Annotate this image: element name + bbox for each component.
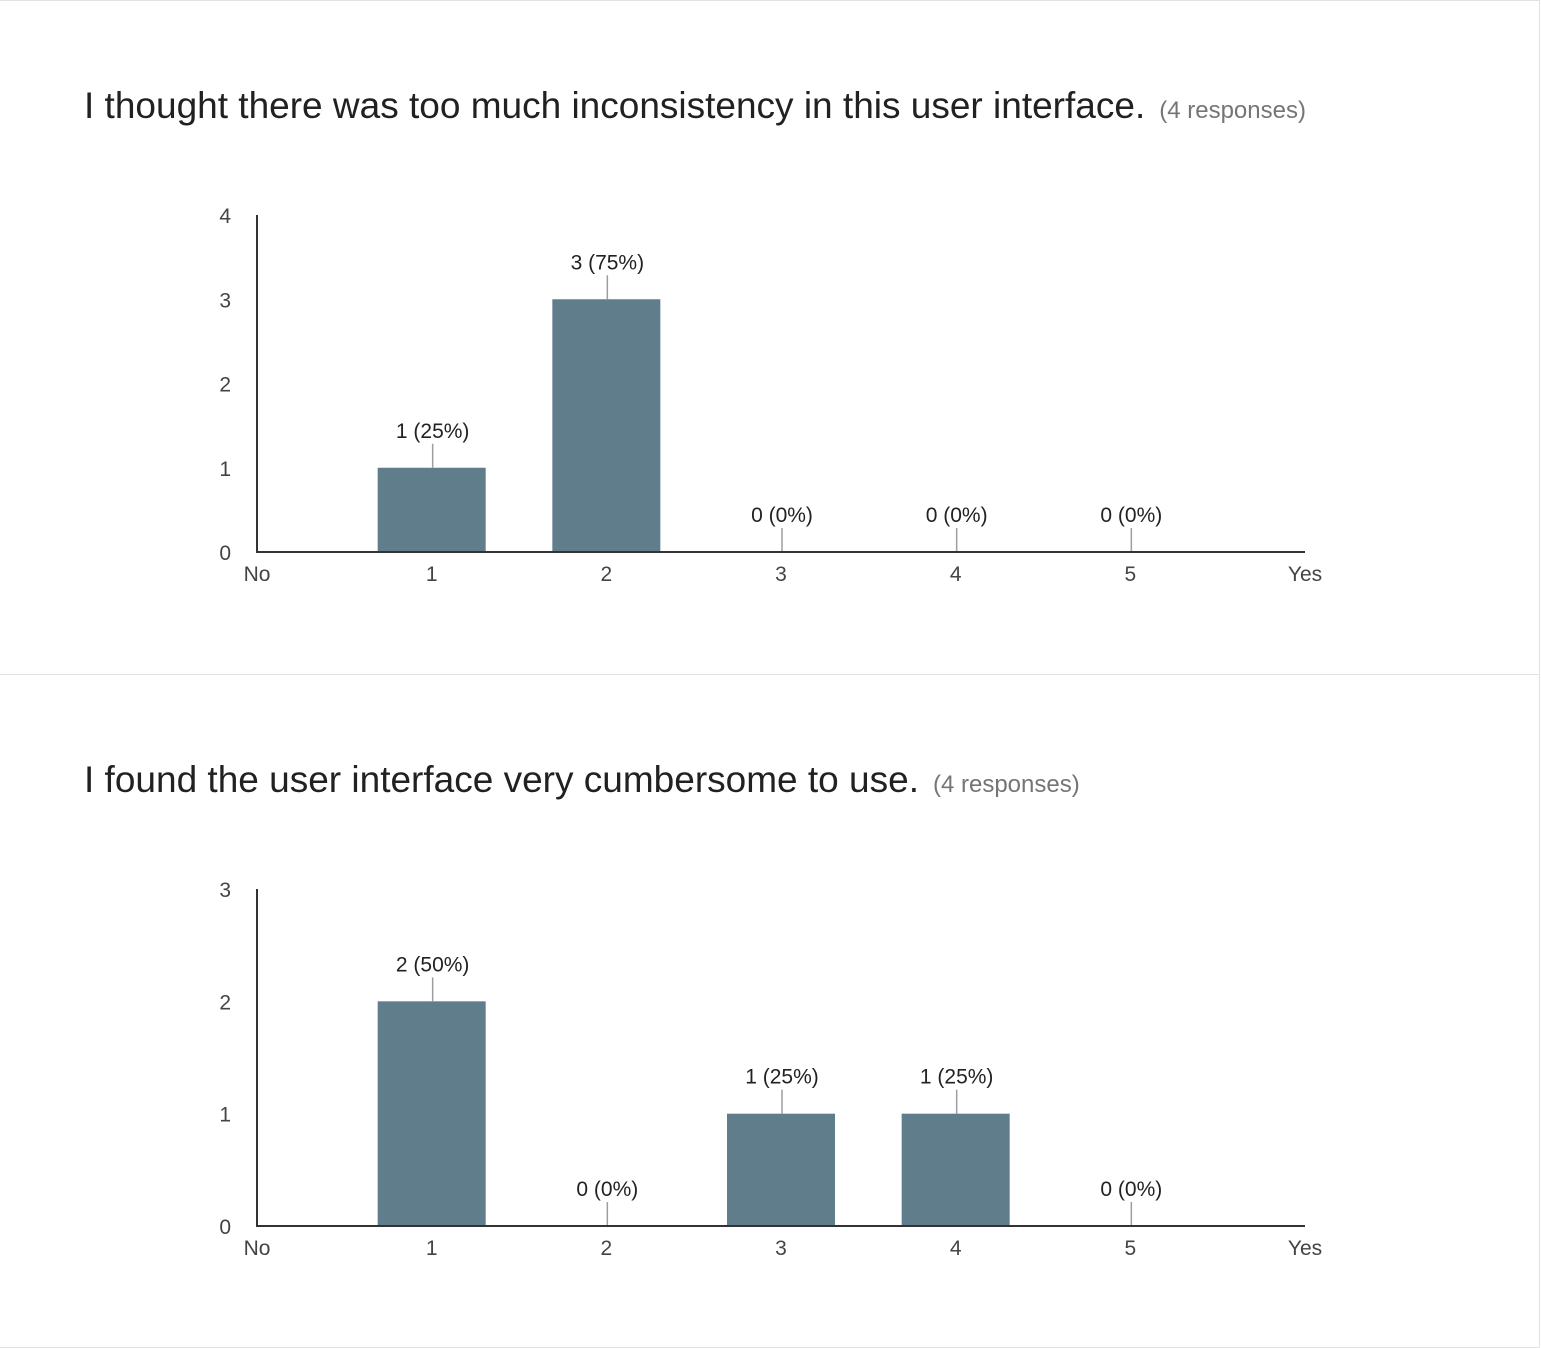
bar-chart-1: 0 1 2 3 4 No 1 2 3 4 5 Yes 1 (25%) 3 (75%) 0 (0%) 0 (0%… (219, 205, 1322, 586)
y-tick-label: 0 (219, 1216, 231, 1239)
bar (377, 467, 486, 552)
x-tick-label: 2 (600, 1237, 612, 1260)
y-tick-label: 2 (219, 991, 231, 1014)
bar-chart-2: 0 1 2 3 No 1 2 3 4 5 Yes 2 (50%) 0 (0%) 1 (25%) 1 (25%… (219, 879, 1322, 1260)
data-label: 0 (0%) (1100, 504, 1162, 527)
y-tick-label: 1 (219, 1104, 231, 1127)
x-tick-label: 3 (775, 1237, 787, 1260)
x-tick-label: 4 (950, 563, 962, 586)
response-count: (4 responses) (932, 771, 1080, 798)
data-label: 2 (50%) (396, 953, 470, 976)
x-tick-label: Yes (1288, 1237, 1322, 1260)
y-tick-label: 1 (219, 458, 231, 481)
x-tick-label: 2 (600, 563, 612, 586)
data-label: 0 (0%) (751, 504, 813, 527)
question-header-1: I thought there was too much inconsisten… (84, 85, 1306, 127)
x-tick-label: No (244, 1237, 271, 1260)
y-tick-label: 0 (219, 542, 231, 565)
data-label: 3 (75%) (571, 251, 645, 274)
data-label: 1 (25%) (745, 1066, 819, 1089)
x-tick-label: No (244, 563, 271, 586)
bar (552, 299, 661, 552)
question-card-2: I found the user interface very cumberso… (0, 675, 1539, 1347)
x-tick-label: 5 (1124, 1237, 1136, 1260)
data-label: 0 (0%) (926, 504, 988, 527)
y-tick-label: 4 (219, 205, 231, 228)
question-title: I found the user interface very cumberso… (84, 759, 919, 800)
question-title: I thought there was too much inconsisten… (84, 85, 1146, 126)
bar (901, 1113, 1010, 1226)
data-label: 0 (0%) (576, 1178, 638, 1201)
x-tick-label: 1 (426, 1237, 438, 1260)
y-tick-label: 3 (219, 879, 231, 902)
x-tick-label: 4 (950, 1237, 962, 1260)
bar (727, 1113, 835, 1226)
y-tick-label: 2 (219, 374, 231, 397)
x-tick-label: 3 (775, 563, 787, 586)
response-count: (4 responses) (1159, 97, 1306, 124)
bar (377, 1001, 486, 1226)
data-label: 0 (0%) (1100, 1178, 1162, 1201)
question-header-2: I found the user interface very cumberso… (84, 759, 1080, 801)
x-tick-label: Yes (1288, 563, 1322, 586)
y-tick-label: 3 (219, 289, 231, 312)
data-label: 1 (25%) (396, 420, 470, 443)
data-label: 1 (25%) (920, 1066, 994, 1089)
question-card-1: I thought there was too much inconsisten… (0, 1, 1539, 675)
x-tick-label: 5 (1124, 563, 1136, 586)
x-tick-label: 1 (426, 563, 438, 586)
